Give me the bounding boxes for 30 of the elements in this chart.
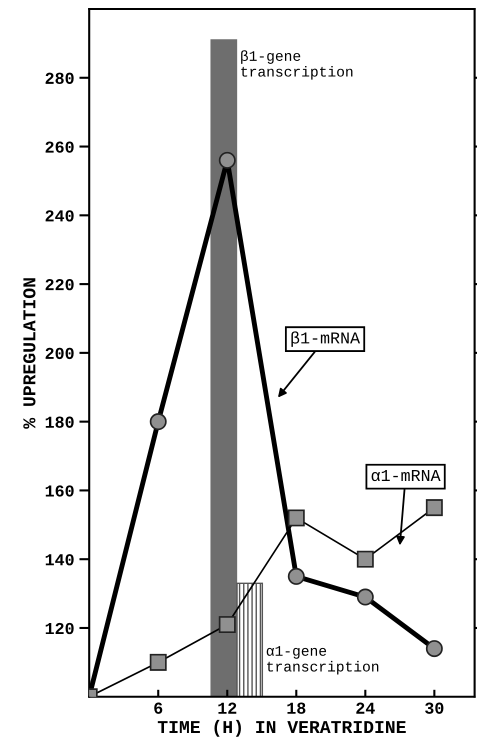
y-tick-label: 140 bbox=[46, 554, 74, 566]
point bbox=[218, 616, 236, 634]
point bbox=[356, 550, 374, 568]
y-tick-label: 220 bbox=[46, 278, 74, 290]
point bbox=[288, 509, 305, 526]
y-tick-label: 200 bbox=[46, 348, 74, 360]
x-tick-label: 24 bbox=[356, 702, 375, 714]
y-tick-label: 120 bbox=[46, 622, 74, 634]
y-tick-label: 180 bbox=[46, 416, 74, 428]
point bbox=[356, 588, 374, 606]
y-tick-label: 160 bbox=[46, 485, 74, 497]
point bbox=[426, 640, 443, 658]
series-label: α1-mRNA bbox=[372, 470, 441, 482]
x-tick-label: 18 bbox=[287, 702, 306, 714]
point bbox=[150, 654, 167, 671]
y-tick-label: 280 bbox=[46, 72, 74, 84]
x-tick-label: 12 bbox=[218, 702, 236, 714]
point bbox=[288, 568, 305, 585]
x-tick-label: 6 bbox=[154, 702, 162, 714]
y-tick-label: 240 bbox=[46, 210, 74, 222]
series-label: β1-gene transcription bbox=[241, 50, 352, 80]
y-tick-label: 260 bbox=[46, 141, 74, 153]
point bbox=[218, 152, 236, 169]
x-tick-label: 30 bbox=[425, 702, 444, 714]
point bbox=[150, 413, 167, 430]
series-label: α1-gene transcription bbox=[266, 646, 378, 674]
y-axis-title: % UPREGULATION bbox=[23, 278, 36, 429]
point bbox=[426, 499, 443, 516]
x-axis-title: TIME (H) IN VERATRIDINE bbox=[158, 720, 406, 737]
series-label: β1-mRNA bbox=[291, 331, 360, 347]
